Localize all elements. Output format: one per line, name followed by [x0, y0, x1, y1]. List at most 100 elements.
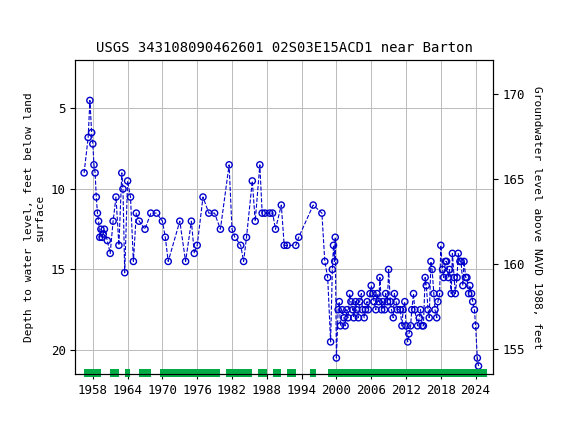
Point: [365, 290, 375, 297]
Point: [330, 258, 339, 265]
Point: [409, 290, 418, 297]
Point: [216, 226, 225, 233]
Point: [450, 274, 459, 281]
Point: [349, 314, 358, 321]
Point: [335, 298, 344, 305]
Point: [94, 218, 103, 224]
Bar: [287, 369, 296, 377]
Point: [338, 306, 347, 313]
Point: [190, 250, 199, 257]
Point: [471, 322, 480, 329]
Title: USGS 343108090462601 02S03E15ACD1 near Barton: USGS 343108090462601 02S03E15ACD1 near B…: [96, 41, 473, 55]
Point: [404, 330, 414, 337]
Point: [106, 250, 115, 257]
Point: [323, 274, 332, 281]
Text: █USGS: █USGS: [12, 8, 70, 31]
Point: [438, 266, 447, 273]
Point: [236, 242, 245, 249]
Point: [326, 338, 335, 345]
Point: [364, 306, 373, 313]
Bar: [160, 369, 220, 377]
Point: [85, 97, 95, 104]
Point: [282, 242, 292, 249]
Point: [348, 306, 357, 313]
Point: [90, 169, 100, 176]
Point: [332, 355, 341, 362]
Point: [309, 202, 318, 209]
Point: [415, 314, 424, 321]
Point: [473, 355, 482, 362]
Point: [436, 242, 445, 249]
Point: [92, 194, 101, 200]
Point: [474, 362, 483, 369]
Point: [380, 306, 389, 313]
Point: [448, 250, 457, 257]
Point: [393, 306, 402, 313]
Point: [426, 258, 436, 265]
Point: [277, 202, 286, 209]
Point: [210, 210, 219, 217]
Point: [96, 226, 106, 233]
Point: [362, 298, 372, 305]
Point: [378, 298, 387, 305]
Point: [280, 242, 289, 249]
Point: [397, 322, 407, 329]
Point: [294, 234, 303, 241]
Point: [423, 306, 433, 313]
Point: [390, 290, 399, 297]
Point: [95, 234, 104, 241]
Point: [432, 314, 441, 321]
Point: [339, 314, 349, 321]
Point: [441, 258, 450, 265]
Point: [374, 298, 383, 305]
Point: [435, 290, 444, 297]
Point: [114, 242, 124, 249]
Point: [93, 210, 102, 217]
Point: [230, 234, 240, 241]
Point: [454, 250, 463, 257]
Point: [400, 298, 409, 305]
Point: [429, 290, 438, 297]
Point: [320, 258, 329, 265]
Point: [416, 306, 425, 313]
Point: [467, 290, 476, 297]
Point: [387, 306, 396, 313]
Point: [346, 298, 356, 305]
Point: [271, 226, 280, 233]
Bar: [110, 369, 119, 377]
Point: [89, 161, 99, 168]
Point: [444, 274, 453, 281]
Point: [129, 258, 138, 265]
Point: [401, 322, 411, 329]
Point: [455, 258, 465, 265]
Point: [442, 258, 451, 265]
Point: [164, 258, 173, 265]
Point: [357, 290, 366, 297]
Point: [403, 338, 412, 345]
Point: [445, 266, 454, 273]
Point: [361, 306, 370, 313]
Point: [291, 242, 300, 249]
Point: [88, 141, 97, 147]
Point: [345, 290, 354, 297]
Point: [439, 274, 448, 281]
Point: [458, 282, 467, 289]
Point: [132, 210, 141, 217]
Point: [242, 234, 251, 241]
Point: [468, 298, 477, 305]
Point: [123, 178, 132, 184]
Point: [336, 322, 345, 329]
Point: [158, 218, 167, 224]
Point: [100, 226, 109, 233]
Point: [383, 298, 392, 305]
Point: [187, 218, 196, 224]
Bar: [328, 369, 487, 377]
Point: [224, 161, 234, 168]
Point: [204, 210, 213, 217]
Point: [447, 290, 456, 297]
Point: [465, 282, 474, 289]
Point: [419, 322, 428, 329]
Point: [470, 306, 479, 313]
Point: [175, 218, 184, 224]
Point: [140, 226, 150, 233]
